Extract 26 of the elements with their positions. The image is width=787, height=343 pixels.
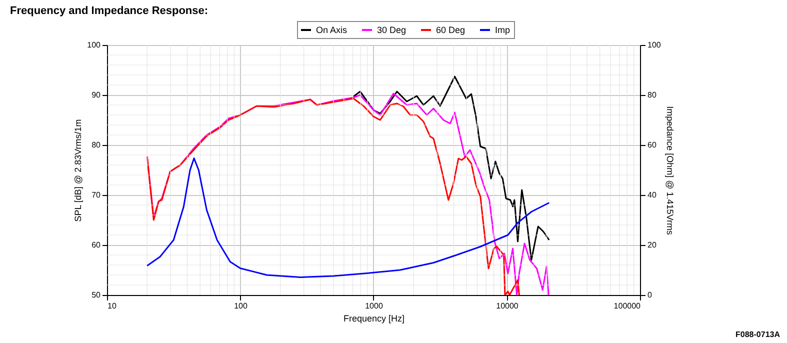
y-tick-label: 100 (87, 40, 102, 50)
y2-tick-label: 20 (648, 240, 657, 250)
text: F088-0713A (736, 330, 780, 339)
y-tick-label: 90 (92, 90, 102, 100)
y2-tick-label: 80 (648, 90, 657, 100)
legend-label: 60 Deg (436, 25, 466, 35)
y-tick-label: 80 (92, 140, 102, 150)
legend-label: 30 Deg (377, 25, 406, 35)
y-tick-label: 60 (92, 240, 102, 250)
x-axis-title: Frequency [Hz] (343, 314, 405, 324)
x-tick-label: 100000 (614, 302, 642, 310)
x-tick-label: 1000 (365, 302, 384, 310)
chart-title: Frequency and Impedance Response: (10, 5, 208, 17)
y2-tick-label: 40 (648, 190, 657, 200)
x-tick-label: 10 (108, 302, 117, 310)
y2-tick-label: 60 (648, 140, 657, 150)
x-tick-label: 100 (234, 302, 248, 310)
legend-label: On Axis (316, 25, 348, 35)
x-tick-label: 10000 (496, 302, 519, 310)
y-axis-title: SPL [dB] @ 2.83Vrms/1m (73, 119, 84, 222)
y2-axis-title: Impedance [Ohm] @ 1.415Vrms (664, 106, 675, 236)
y-tick-label: 70 (92, 190, 102, 200)
y2-tick-label: 100 (648, 40, 662, 50)
y-tick-label: 50 (92, 290, 102, 300)
y2-tick-label: 0 (648, 290, 652, 300)
legend-label: Imp (495, 25, 510, 35)
